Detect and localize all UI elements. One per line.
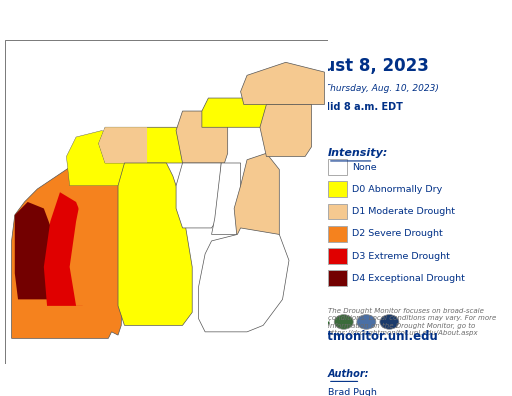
FancyBboxPatch shape [328, 270, 347, 286]
Circle shape [380, 315, 399, 329]
Text: D3 Extreme Drought: D3 Extreme Drought [352, 251, 450, 261]
Text: droughtmonitor.unl.edu: droughtmonitor.unl.edu [281, 330, 438, 343]
Text: August 8, 2023: August 8, 2023 [287, 57, 429, 75]
Polygon shape [234, 153, 280, 241]
Polygon shape [260, 105, 311, 156]
Polygon shape [118, 163, 192, 326]
Text: Author:: Author: [328, 369, 369, 379]
Text: None: None [352, 162, 377, 171]
Polygon shape [99, 127, 208, 163]
Polygon shape [176, 111, 228, 163]
Polygon shape [199, 228, 289, 332]
Text: U.S. Drought Monitor: U.S. Drought Monitor [100, 57, 266, 70]
Polygon shape [202, 98, 292, 127]
FancyBboxPatch shape [328, 181, 347, 197]
FancyBboxPatch shape [328, 159, 347, 175]
Polygon shape [44, 192, 89, 306]
Text: D4 Exceptional Drought: D4 Exceptional Drought [352, 274, 465, 283]
Circle shape [357, 315, 376, 329]
Polygon shape [99, 127, 147, 163]
Polygon shape [211, 163, 241, 234]
Circle shape [334, 315, 353, 329]
Text: D0 Abnormally Dry: D0 Abnormally Dry [352, 185, 442, 194]
Polygon shape [176, 163, 221, 228]
FancyBboxPatch shape [328, 248, 347, 264]
FancyBboxPatch shape [328, 226, 347, 242]
Polygon shape [12, 143, 124, 338]
Circle shape [310, 315, 329, 329]
Polygon shape [15, 202, 57, 299]
Polygon shape [241, 62, 325, 105]
FancyBboxPatch shape [328, 204, 347, 219]
Text: D1 Moderate Drought: D1 Moderate Drought [352, 207, 455, 216]
Text: D2 Severe Drought: D2 Severe Drought [352, 229, 443, 238]
Text: USDA: USDA [310, 318, 330, 323]
Text: The Drought Monitor focuses on broad-scale
conditions. Local conditions may vary: The Drought Monitor focuses on broad-sca… [328, 308, 496, 336]
Text: Intensity:: Intensity: [328, 148, 388, 158]
Polygon shape [5, 40, 328, 364]
Text: Brad Pugh: Brad Pugh [328, 388, 377, 396]
Text: South: South [144, 84, 222, 108]
Text: (Released Thursday, Aug. 10, 2023): (Released Thursday, Aug. 10, 2023) [276, 84, 439, 93]
Polygon shape [67, 131, 124, 186]
Polygon shape [70, 189, 115, 306]
Text: Valid 8 a.m. EDT: Valid 8 a.m. EDT [313, 103, 402, 112]
